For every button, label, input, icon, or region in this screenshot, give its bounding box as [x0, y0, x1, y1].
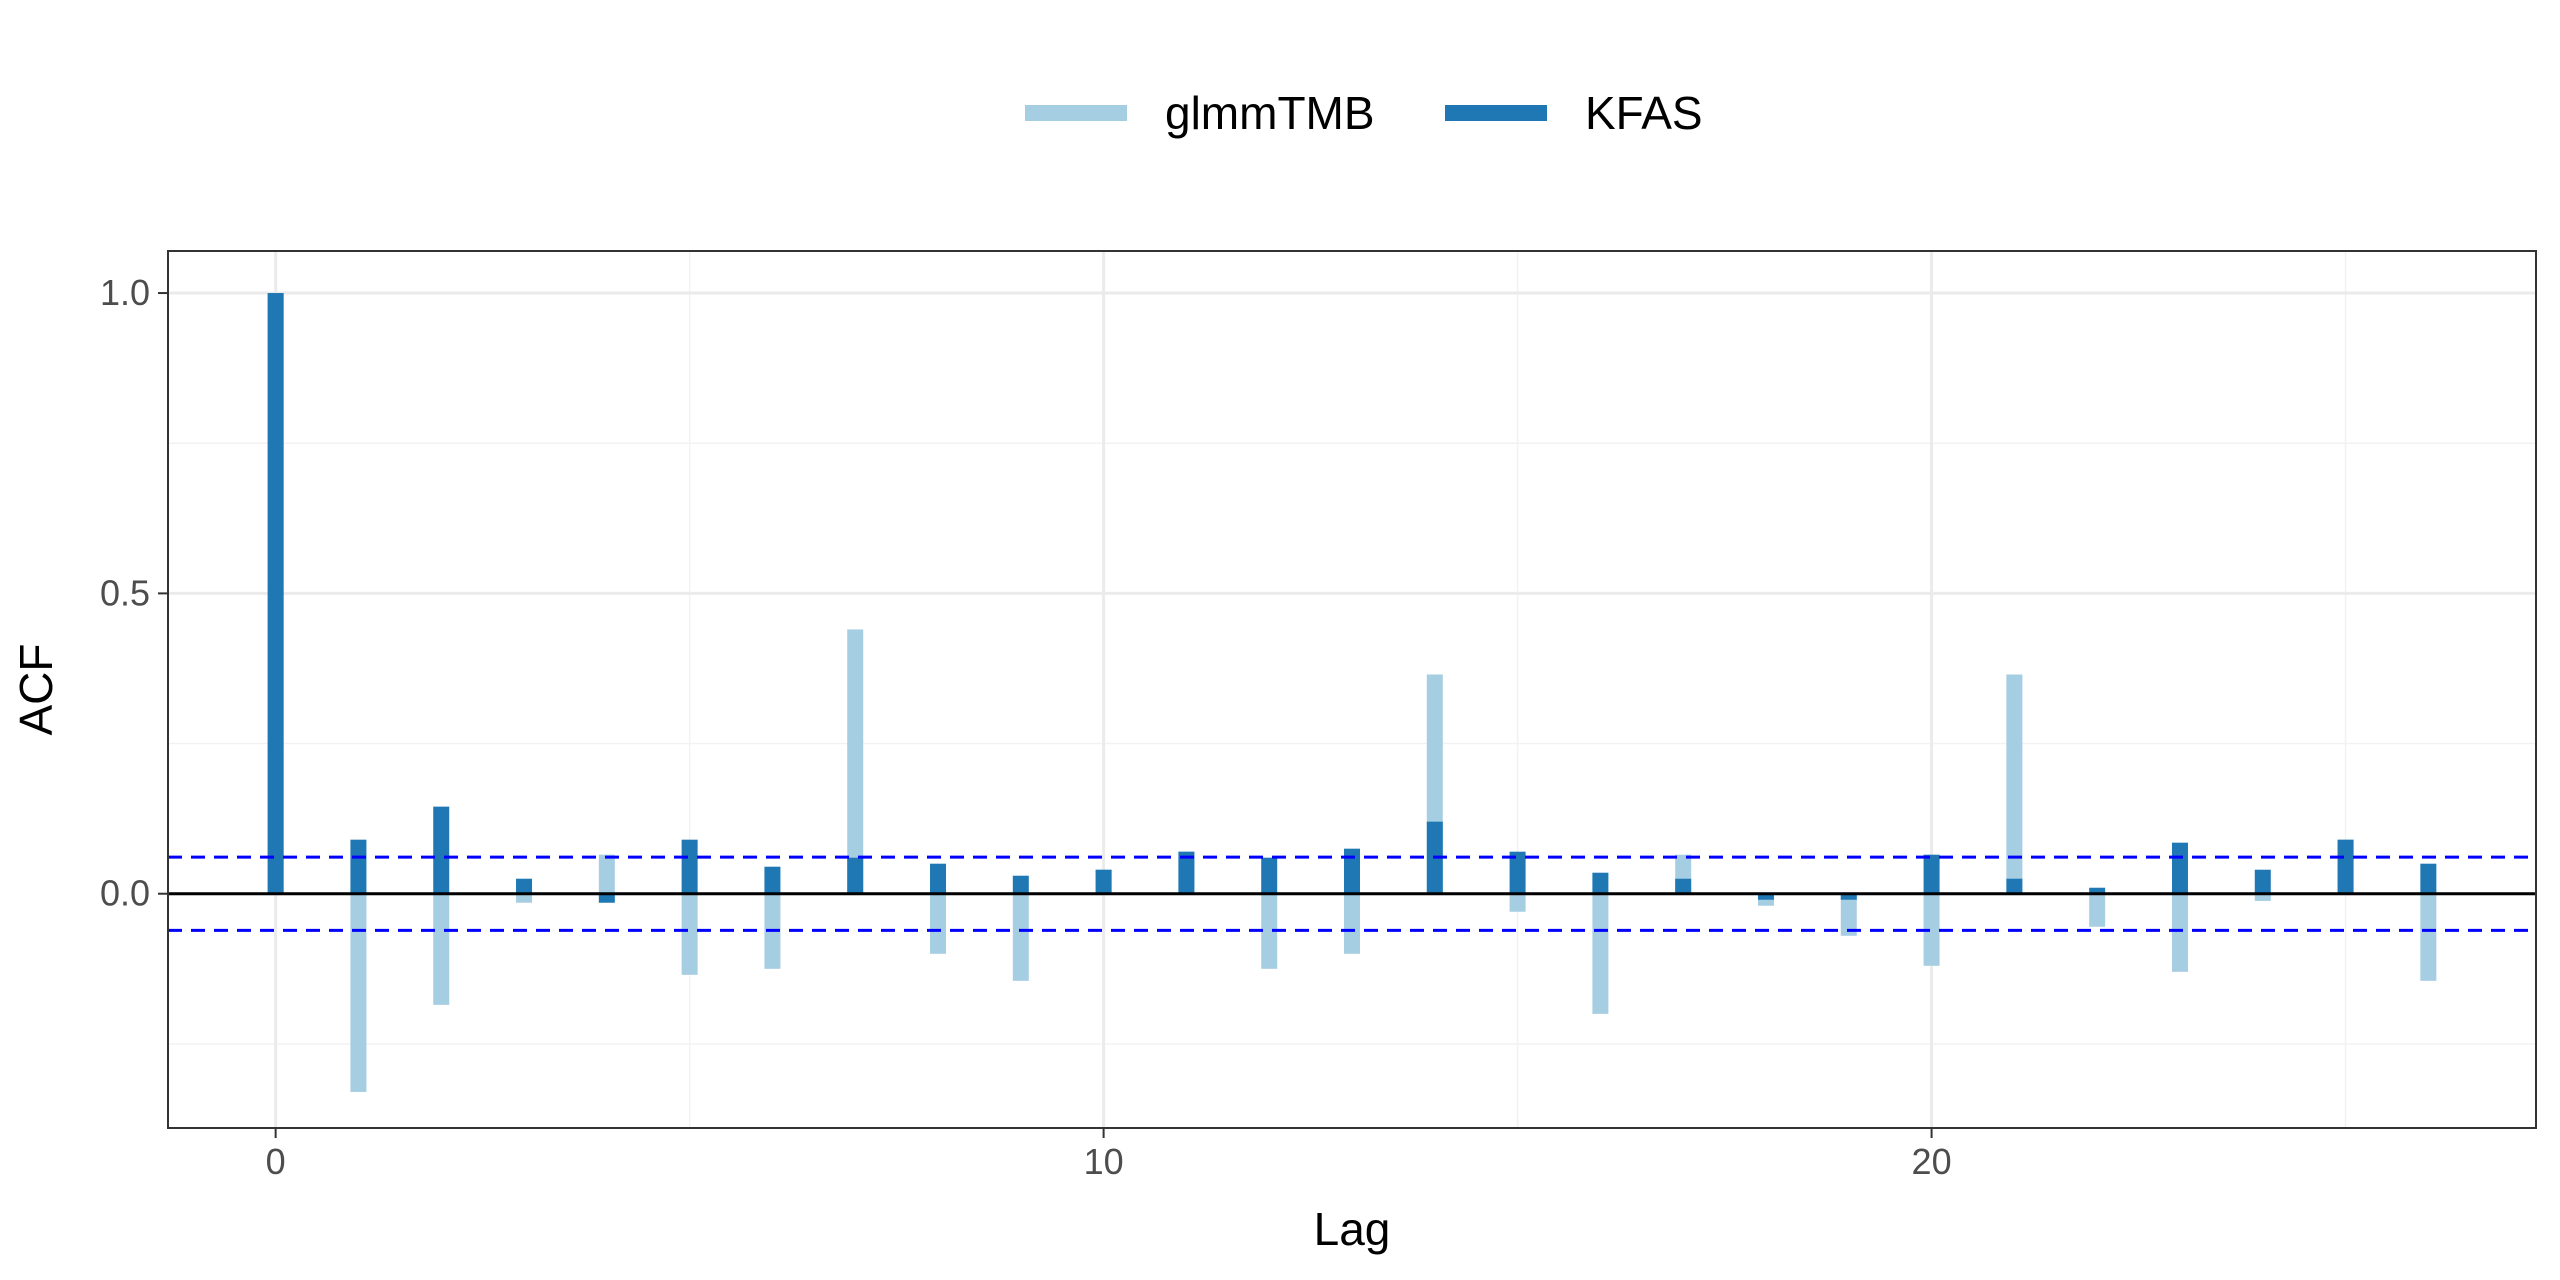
- panel-border: [167, 250, 2537, 1129]
- x-axis-title: Lag: [1314, 1203, 1391, 1255]
- acf-bar-glmmtmb-lag-4: [598, 854, 615, 894]
- acf-bar-glmmtmb-lag-8: [930, 893, 947, 954]
- acf-bar-glmmtmb-lag-19: [1840, 893, 1857, 936]
- acf-bar-glmmtmb-lag-9: [1012, 893, 1029, 981]
- acf-bar-kfas-lag-7: [847, 857, 864, 894]
- acf-bar-glmmtmb-lag-12: [1261, 893, 1278, 969]
- acf-bar-glmmtmb-lag-20: [1923, 893, 1940, 966]
- acf-bar-kfas-lag-26: [2420, 863, 2437, 894]
- acf-bar-kfas-lag-19: [1840, 893, 1857, 900]
- acf-bar-glmmtmb-lag-23: [2171, 893, 2188, 972]
- acf-bar-kfas-lag-10: [1095, 869, 1112, 894]
- acf-bar-kfas-lag-9: [1012, 875, 1029, 894]
- acf-bar-kfas-lag-2: [433, 806, 450, 894]
- acf-bar-kfas-lag-6: [764, 866, 781, 894]
- acf-bar-glmmtmb-lag-16: [1592, 893, 1609, 1014]
- acf-bar-kfas-lag-5: [681, 839, 698, 894]
- acf-bar-glmmtmb-lag-22: [2089, 893, 2106, 927]
- acf-bar-kfas-lag-24: [2254, 869, 2271, 894]
- acf-bar-glmmtmb-lag-13: [1344, 893, 1360, 954]
- legend: glmmTMB KFAS: [1025, 87, 1703, 139]
- acf-bar-kfas-lag-3: [516, 878, 533, 894]
- acf-bar-kfas-lag-11: [1178, 851, 1195, 894]
- x-tick-label: 20: [1912, 1141, 1952, 1182]
- acf-bar-kfas-lag-22: [2089, 887, 2106, 894]
- acf-bar-kfas-lag-21: [2006, 878, 2023, 894]
- legend-label-kfas: KFAS: [1585, 87, 1703, 139]
- acf-bar-glmmtmb-lag-26: [2420, 893, 2437, 981]
- acf-bar-glmmtmb-lag-15: [1509, 893, 1526, 912]
- y-tick-label: 0.0: [100, 873, 150, 914]
- legend-label-glmmtmb: glmmTMB: [1165, 87, 1375, 139]
- acf-bar-kfas-lag-1: [350, 839, 367, 894]
- y-axis-title: ACF: [10, 644, 62, 736]
- acf-bar-kfas-lag-15: [1509, 851, 1526, 894]
- acf-bar-glmmtmb-lag-3: [516, 893, 533, 903]
- acf-bar-glmmtmb-lag-21: [2006, 674, 2023, 894]
- plot-area: 0.0 0.5 1.0 0 10 20: [100, 250, 2537, 1182]
- acf-bar-glmmtmb-lag-2: [433, 893, 450, 1005]
- acf-bar-glmmtmb-lag-7: [847, 629, 864, 894]
- acf-bar-kfas-lag-17: [1675, 878, 1692, 894]
- y-tick-label: 0.5: [100, 572, 150, 613]
- acf-bar-kfas-lag-13: [1344, 848, 1360, 894]
- acf-bar-kfas-lag-25: [2337, 839, 2354, 894]
- panel-background: [168, 251, 2536, 1128]
- acf-bar-glmmtmb-lag-24: [2254, 893, 2271, 901]
- acf-bar-kfas-lag-12: [1261, 857, 1278, 894]
- acf-bar-glmmtmb-lag-1: [350, 893, 367, 1092]
- acf-bar-kfas-lag-18: [1757, 893, 1774, 900]
- acf-bar-kfas-lag-20: [1923, 854, 1940, 894]
- y-tick-label: 1.0: [100, 272, 150, 313]
- acf-bar-kfas-lag-0: [267, 293, 284, 894]
- acf-bar-glmmtmb-lag-5: [681, 893, 698, 975]
- x-tick-label: 0: [266, 1141, 286, 1182]
- x-tick-label: 10: [1084, 1141, 1124, 1182]
- legend-key-kfas: [1445, 105, 1547, 121]
- acf-bar-kfas-lag-23: [2171, 842, 2188, 894]
- acf-bar-kfas-lag-16: [1592, 872, 1609, 894]
- acf-bar-kfas-lag-4: [598, 893, 615, 903]
- acf-bar-kfas-lag-8: [930, 863, 947, 894]
- legend-key-glmmtmb: [1025, 105, 1127, 121]
